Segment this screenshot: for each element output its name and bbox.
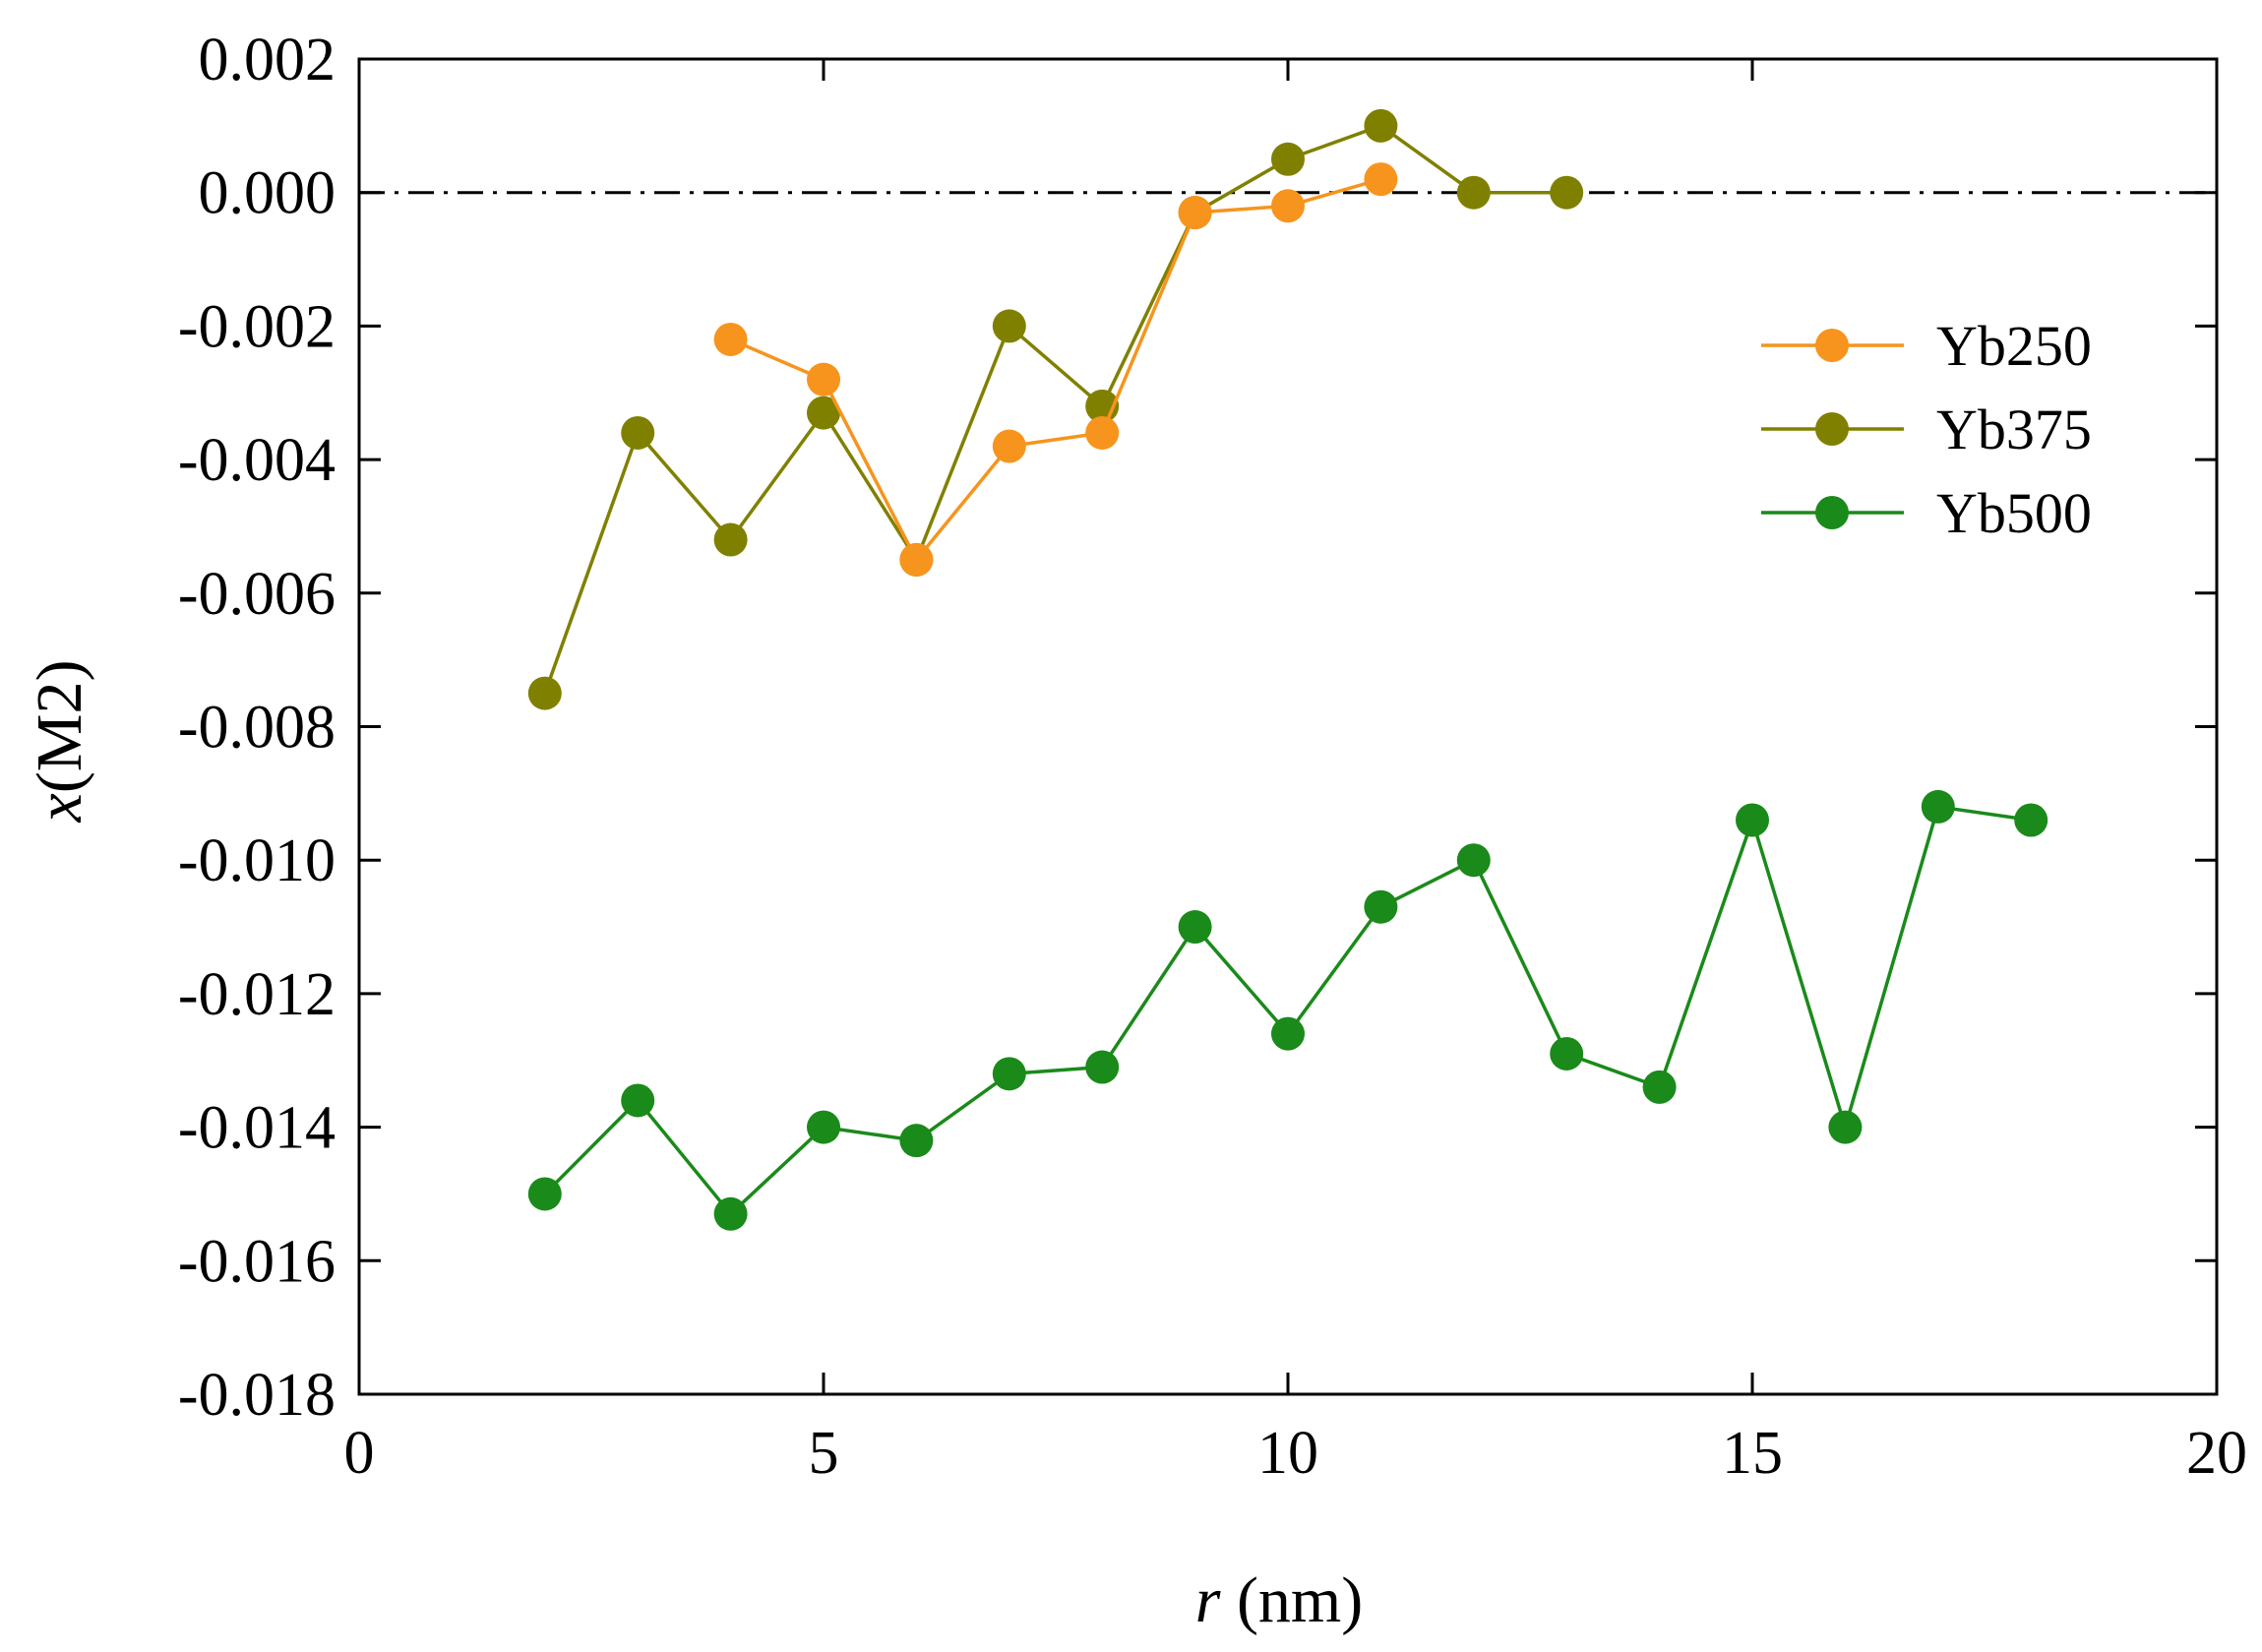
x-tick-label: 20 (2186, 1420, 2247, 1487)
y-tick-label: -0.014 (178, 1095, 336, 1162)
data-point-yb250 (713, 322, 748, 356)
data-point-yb250 (1271, 189, 1305, 223)
y-tick-label: -0.010 (178, 827, 336, 894)
legend-label-yb250: Yb250 (1936, 314, 2092, 378)
y-axis-title: x(M2) (24, 660, 95, 824)
data-point-yb250 (807, 362, 840, 397)
data-point-yb375 (1456, 175, 1491, 210)
y-tick-label: -0.008 (178, 695, 336, 762)
y-axis-title-unit: (M2) (24, 660, 95, 794)
data-point-yb250 (1085, 415, 1120, 450)
legend-item-yb250: Yb250 (1761, 314, 2092, 378)
data-point-yb500 (1642, 1070, 1677, 1104)
data-point-yb375 (992, 309, 1026, 343)
data-point-yb500 (621, 1083, 655, 1118)
data-point-yb375 (713, 522, 748, 557)
series-line-yb375 (543, 124, 1567, 695)
data-point-yb500 (1085, 1050, 1120, 1084)
legend-marker-yb250 (1815, 329, 1849, 362)
legend-item-yb375: Yb375 (1761, 398, 2092, 461)
y-tick-label: -0.012 (178, 961, 336, 1028)
y-tick-label: -0.018 (178, 1362, 336, 1429)
legend: Yb250 Yb375 Yb500 (1761, 314, 2092, 545)
x-axis-ticks: 0 5 10 15 20 (344, 59, 2247, 1487)
y-axis-ticks: 0.002 0.000 -0.002 -0.004 -0.006 -0.008 -0.010… (178, 27, 2217, 1429)
data-point-yb500 (713, 1196, 748, 1231)
data-point-yb375 (1271, 142, 1305, 176)
data-point-yb500 (1921, 789, 1955, 824)
data-point-yb500 (1364, 889, 1398, 924)
data-point-yb500 (1828, 1110, 1863, 1144)
legend-label-yb375: Yb375 (1936, 398, 2092, 461)
data-point-yb500 (527, 1177, 562, 1211)
data-point-yb375 (1550, 175, 1584, 210)
data-point-yb375 (1364, 108, 1398, 143)
data-point-yb500 (1178, 910, 1212, 945)
y-axis-title-symbol: x (24, 793, 95, 823)
data-point-yb500 (992, 1057, 1026, 1091)
data-point-yb500 (1736, 803, 1769, 837)
data-point-yb250 (1364, 162, 1398, 197)
data-point-yb500 (807, 1110, 840, 1144)
data-point-yb250 (992, 429, 1026, 463)
y-tick-label: -0.016 (178, 1228, 336, 1295)
series-yb500 (527, 789, 2048, 1231)
data-point-yb250 (1178, 196, 1212, 230)
y-tick-label: -0.002 (178, 293, 336, 360)
data-point-yb375 (807, 396, 840, 430)
series-layer (527, 108, 2048, 1231)
data-point-yb250 (899, 542, 934, 577)
x-axis-title: r (nm) (1195, 1564, 1363, 1636)
x-axis-title-symbol: r (1195, 1564, 1221, 1636)
data-point-yb500 (899, 1124, 934, 1158)
data-point-yb375 (621, 415, 655, 450)
x-tick-label: 10 (1257, 1420, 1318, 1487)
x-tick-label: 5 (809, 1420, 839, 1487)
y-tick-label: 0.002 (199, 27, 336, 93)
series-yb250 (713, 162, 1398, 577)
data-point-yb500 (1456, 843, 1491, 878)
y-tick-label: 0.000 (199, 160, 336, 227)
y-tick-label: -0.004 (178, 427, 336, 494)
x-axis-title-unit: (nm) (1220, 1564, 1363, 1636)
y-tick-label: -0.006 (178, 561, 336, 628)
x-tick-label: 15 (1722, 1420, 1783, 1487)
data-point-yb375 (527, 676, 562, 710)
legend-item-yb500: Yb500 (1761, 481, 2092, 545)
data-point-yb500 (2014, 803, 2048, 837)
legend-marker-yb500 (1815, 496, 1849, 529)
data-point-yb500 (1550, 1036, 1584, 1071)
legend-marker-yb375 (1815, 412, 1849, 446)
data-point-yb500 (1271, 1016, 1305, 1051)
x-tick-label: 0 (344, 1420, 375, 1487)
legend-label-yb500: Yb500 (1936, 481, 2092, 545)
